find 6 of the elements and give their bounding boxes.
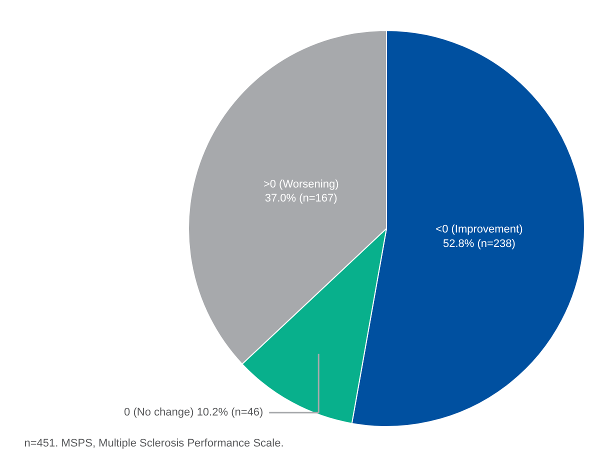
data-label: 52.8% (n=238) bbox=[442, 238, 516, 250]
slice-label: <0 (Improvement) bbox=[436, 223, 523, 236]
text: n=451. MSPS, Multiple Sclerosis Performance Scale. bbox=[24, 438, 284, 450]
data-label: 37.0% (n=167) bbox=[264, 192, 338, 205]
slice-label: >0 (Worsening) bbox=[263, 178, 339, 190]
slice-label: 0 (No change) 10.2% (n=46) bbox=[124, 406, 264, 419]
